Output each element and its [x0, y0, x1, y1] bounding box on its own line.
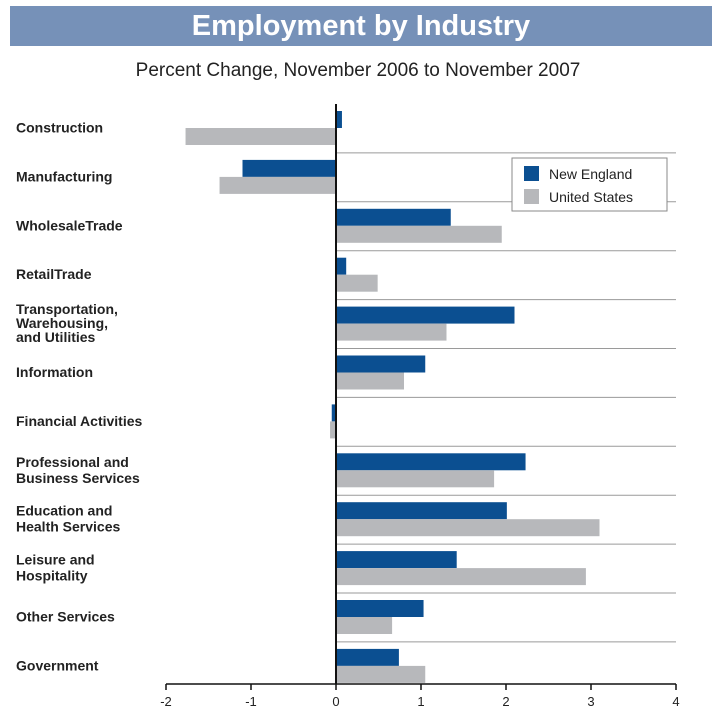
category-labels: Construction Manufacturing WholesaleTrade R… [16, 119, 143, 673]
bar-new-england [336, 648, 399, 666]
bar-united-states [336, 665, 426, 683]
x-tick-label: -1 [245, 694, 257, 709]
x-tick-label: -2 [160, 694, 172, 709]
x-tick-label: 1 [417, 694, 424, 709]
bar-new-england [336, 355, 426, 373]
category-label: Professional and Business Services [16, 454, 140, 486]
category-label: Other Services [16, 608, 115, 624]
x-tick-label: 0 [332, 694, 339, 709]
x-tick-label: 4 [672, 694, 679, 709]
category-label: Leisure and Hospitality [16, 552, 95, 584]
legend: New England United States [511, 157, 668, 212]
bar-united-states [336, 617, 393, 634]
category-label: Financial Activities [16, 413, 143, 429]
x-axis: -2 -1 0 1 2 3 4 [160, 104, 680, 709]
bar-united-states [336, 372, 404, 390]
bar-united-states [336, 225, 502, 243]
bar-new-england [336, 551, 457, 569]
legend-label: New England [549, 166, 632, 182]
bar-united-states [336, 568, 586, 586]
category-label: Government [16, 657, 99, 673]
category-label: WholesaleTrade [16, 217, 123, 233]
bar-new-england [336, 208, 451, 226]
bar-united-states [336, 519, 600, 537]
bar-united-states [336, 470, 495, 488]
row-separators [336, 152, 676, 643]
category-label: RetailTrade [16, 266, 92, 282]
category-label: Manufacturing [16, 168, 112, 184]
category-label: Education and Health Services [16, 503, 120, 535]
bar-new-england [336, 600, 424, 617]
bar-new-england [336, 453, 526, 471]
chart-subtitle: Percent Change, November 2006 to Novembe… [135, 60, 581, 81]
bar-new-england [336, 257, 347, 275]
category-label: Construction [16, 119, 103, 135]
bar-new-england [336, 111, 342, 128]
legend-label: United States [549, 189, 633, 205]
bar-united-states [219, 176, 336, 194]
legend-swatch [524, 166, 539, 181]
bar-new-england [331, 404, 336, 422]
legend-swatch [524, 189, 539, 204]
bar-united-states [185, 128, 336, 145]
category-label: Transportation, Warehousing, and Utilities [16, 301, 118, 345]
category-label: Information [16, 364, 93, 380]
x-tick-label: 3 [587, 694, 594, 709]
bar-new-england [336, 502, 507, 520]
bar-united-states [336, 323, 447, 341]
bars [185, 111, 600, 683]
bar-new-england [242, 159, 336, 177]
bar-new-england [336, 306, 515, 324]
bar-united-states [336, 274, 378, 292]
chart-title: Employment by Industry [10, 6, 712, 46]
x-tick-label: 2 [502, 694, 509, 709]
bar-united-states [330, 421, 336, 439]
